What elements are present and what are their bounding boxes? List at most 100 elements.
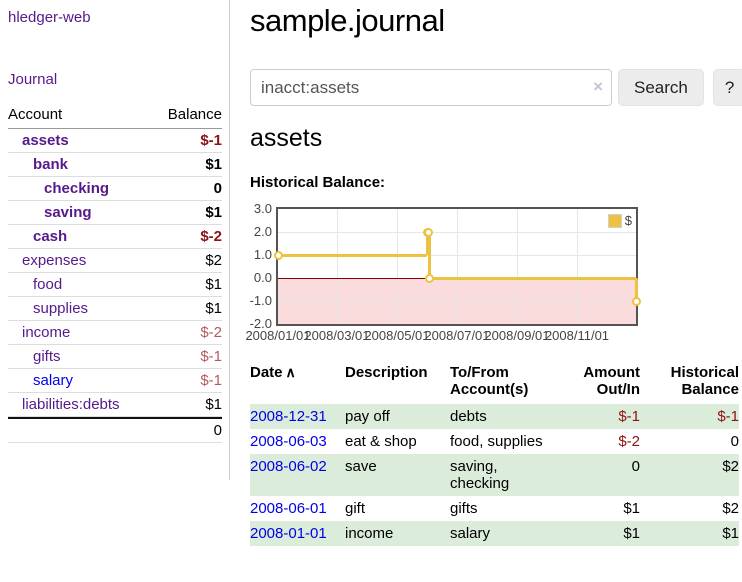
series-line-segment <box>429 277 636 280</box>
register-row: 2008-12-31 pay off debts $-1 $-1 <box>250 404 739 429</box>
horizontal-gridline <box>278 232 636 233</box>
col-header-date[interactable]: Date ∧ <box>250 362 345 404</box>
y-axis-tick-label: -2.0 <box>249 316 272 331</box>
register-amount-cell: 0 <box>631 458 640 475</box>
register-row: 2008-06-03 eat & shop food, supplies $-2 0 <box>250 429 739 454</box>
account-balance: $2 <box>205 252 222 269</box>
sidebar: hledger-web Journal Account Balance asse… <box>0 0 230 480</box>
register-balance-cell: 0 <box>730 433 739 450</box>
register-date-cell: 2008-12-31 <box>250 404 345 429</box>
x-axis-tick-label: 2008/09/01 <box>484 328 550 343</box>
x-axis-tick-label: 2008/07/01 <box>424 328 490 343</box>
chart-title: Historical Balance: <box>250 174 386 191</box>
search-input[interactable] <box>250 69 612 106</box>
tofrom-account[interactable]: debts <box>450 408 487 425</box>
account-row: cash $-2 <box>8 225 222 249</box>
chart-point[interactable] <box>632 297 641 306</box>
search-button[interactable]: Search <box>618 69 704 106</box>
x-axis-tick-label: 2008/11/01 <box>544 328 610 343</box>
x-axis-tick-label: 2008/03/01 <box>304 328 370 343</box>
col-header-tofrom: To/From Account(s) <box>450 364 529 398</box>
account-link[interactable]: bank <box>33 156 69 173</box>
help-button[interactable]: ? <box>712 69 742 106</box>
vertical-gridline <box>517 209 518 324</box>
series-line-segment <box>426 232 429 255</box>
register-date-cell: 2008-06-03 <box>250 429 345 454</box>
register-row: 2008-01-01 income salary $1 $1 <box>250 521 739 546</box>
register-tofrom-cell: gifts <box>450 496 555 521</box>
transaction-date-link[interactable]: 2008-06-01 <box>250 500 327 517</box>
register-description-cell: eat & shop <box>345 433 417 450</box>
register-amount-cell: $1 <box>623 500 640 517</box>
account-link[interactable]: food <box>33 276 63 293</box>
account-link[interactable]: assets <box>22 132 69 149</box>
account-balance: $-1 <box>200 132 222 149</box>
register-description-cell: gift <box>345 500 366 517</box>
account-link[interactable]: expenses <box>22 252 87 269</box>
y-axis-tick-label: 0.0 <box>253 270 272 285</box>
register-row: 2008-06-01 gift gifts $1 $2 <box>250 496 739 521</box>
tofrom-account[interactable]: saving, <box>450 458 498 475</box>
register-amount-cell: $-1 <box>618 408 640 425</box>
register-table: Date ∧ Description To/From Account(s) Amo… <box>250 362 739 546</box>
col-header-amount: Amount Out/In <box>583 364 640 398</box>
account-heading: assets <box>250 124 323 152</box>
legend-label: $ <box>624 213 632 228</box>
tofrom-account[interactable]: food, supplies <box>450 433 543 450</box>
series-line-segment <box>278 254 427 257</box>
account-link[interactable]: gifts <box>33 348 61 365</box>
register-balance-cell: $2 <box>722 458 739 475</box>
account-link[interactable]: income <box>22 324 71 341</box>
tofrom-account[interactable]: salary <box>450 525 491 542</box>
tofrom-account[interactable]: checking <box>450 475 510 492</box>
register-description-cell: save <box>345 458 377 475</box>
accounts-header-balance: Balance <box>167 106 222 123</box>
account-link[interactable]: checking <box>44 180 110 197</box>
legend-swatch-icon <box>607 213 622 228</box>
register-balance-cell: $-1 <box>717 408 739 425</box>
account-balance: $1 <box>205 276 222 293</box>
horizontal-gridline <box>278 301 636 302</box>
account-balance: $-1 <box>200 372 222 389</box>
accounts-panel: Account Balance assets $-1 bank $1 checking 0… <box>8 103 222 443</box>
account-link[interactable]: supplies <box>33 300 89 317</box>
y-axis-tick-label: 3.0 <box>253 201 272 216</box>
register-tofrom-cell: saving, checking <box>450 454 555 496</box>
accounts-total-row: 0 <box>8 417 222 443</box>
account-row: income $-2 <box>8 321 222 345</box>
chart-point[interactable] <box>274 251 283 260</box>
account-row: supplies $1 <box>8 297 222 321</box>
col-header-balance: Historical Balance <box>670 364 739 398</box>
account-row: gifts $-1 <box>8 345 222 369</box>
nav-journal-link[interactable]: Journal <box>8 71 58 88</box>
transaction-date-link[interactable]: 2008-01-01 <box>250 525 327 542</box>
page-title: sample.journal <box>250 3 445 38</box>
account-link[interactable]: salary <box>33 372 74 389</box>
clear-search-icon[interactable]: × <box>593 77 603 96</box>
main-content: sample.journal × Search ? assets Histori… <box>245 0 742 582</box>
transaction-date-link[interactable]: 2008-12-31 <box>250 408 327 425</box>
accounts-header: Account Balance <box>8 103 222 129</box>
historical-balance-chart: $ 3.0 2.0 1.0 0.0 -1.0 -2.0 2008/01/01 2008/03/… <box>245 201 742 347</box>
register-description-cell: pay off <box>345 408 390 425</box>
vertical-gridline <box>577 209 578 324</box>
y-axis-tick-label: 2.0 <box>253 224 272 239</box>
vertical-gridline <box>457 209 458 324</box>
account-row: food $1 <box>8 273 222 297</box>
account-balance: $-2 <box>200 228 222 245</box>
accounts-total-value: 0 <box>213 422 222 439</box>
chart-point[interactable] <box>425 274 434 283</box>
register-date-cell: 2008-06-02 <box>250 454 345 496</box>
series-line-segment <box>635 278 638 301</box>
register-header-row: Date ∧ Description To/From Account(s) Amo… <box>250 362 739 404</box>
account-link[interactable]: saving <box>44 204 92 221</box>
chart-point[interactable] <box>424 228 433 237</box>
account-link[interactable]: cash <box>33 228 68 245</box>
transaction-date-link[interactable]: 2008-06-02 <box>250 458 327 475</box>
register-row: 2008-06-02 save saving, checking 0 $2 <box>250 454 739 496</box>
account-row: saving $1 <box>8 201 222 225</box>
tofrom-account[interactable]: gifts <box>450 500 478 517</box>
account-link[interactable]: liabilities:debts <box>22 396 120 413</box>
app-brand-link[interactable]: hledger-web <box>8 9 91 26</box>
transaction-date-link[interactable]: 2008-06-03 <box>250 433 327 450</box>
